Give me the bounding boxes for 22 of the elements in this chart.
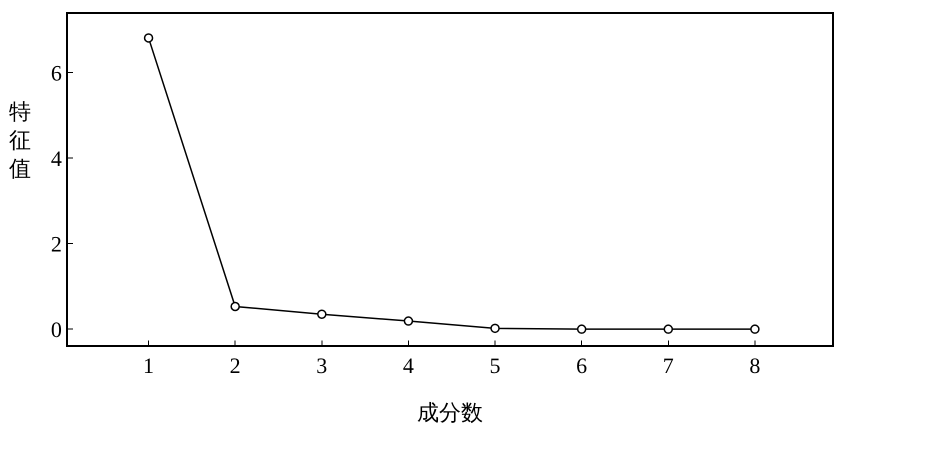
x-tick-label: 1 xyxy=(143,353,154,378)
point xyxy=(576,324,586,334)
y-axis-title: 特征值 xyxy=(9,99,31,182)
point xyxy=(144,33,154,43)
y-tick-label: 6 xyxy=(50,60,62,86)
x-tick-label: 2 xyxy=(230,353,241,378)
point xyxy=(230,302,240,312)
y-tick-label: 4 xyxy=(50,146,62,171)
x-axis-title: 成分数 xyxy=(417,400,483,425)
x-tick-label: 8 xyxy=(749,353,760,378)
point xyxy=(317,309,327,319)
point xyxy=(664,324,674,334)
x-tick-label: 7 xyxy=(662,353,674,378)
x-tick-label: 5 xyxy=(490,353,501,378)
x-tick-label: 4 xyxy=(402,353,414,378)
x-tick-label: 3 xyxy=(316,353,328,378)
point xyxy=(404,316,414,326)
x-tick-label: 6 xyxy=(576,353,588,378)
y-tick-label: 0 xyxy=(50,316,62,342)
y-tick-label: 2 xyxy=(50,231,62,256)
point xyxy=(750,324,760,334)
point xyxy=(490,324,500,334)
